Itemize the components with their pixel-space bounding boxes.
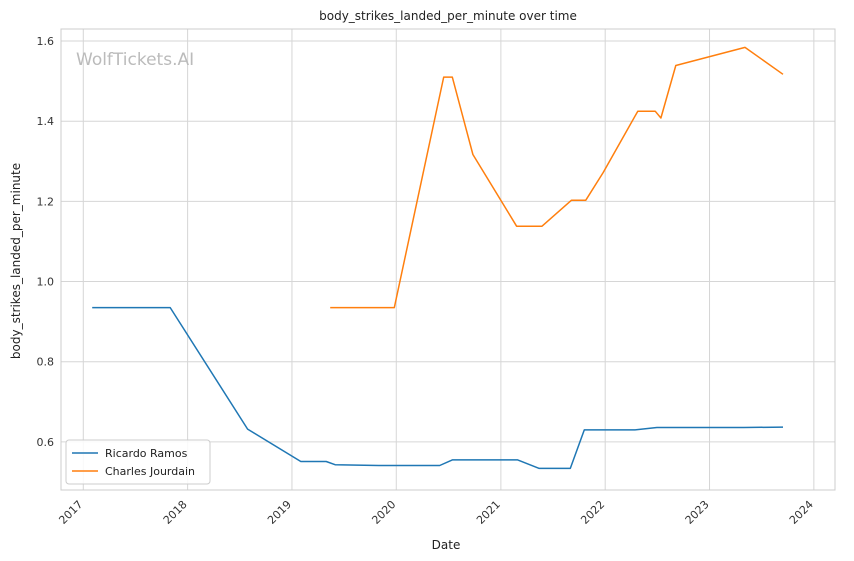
watermark-text: WolfTickets.AI — [76, 50, 194, 70]
y-tick-label: 1.2 — [37, 195, 55, 208]
y-tick-label: 1.4 — [37, 115, 55, 128]
y-tick-label: 1.6 — [37, 35, 55, 48]
legend-label-0: Ricardo Ramos — [105, 447, 188, 460]
legend-label-1: Charles Jourdain — [105, 465, 195, 478]
y-gridlines — [61, 40, 835, 443]
x-axis-title: Date — [432, 538, 461, 552]
x-tick-label: 2022 — [578, 498, 607, 527]
x-tick-label: 2021 — [474, 498, 503, 527]
y-tick-labels: 0.6 0.8 1.0 1.2 1.4 1.6 — [37, 35, 55, 449]
y-tick-label: 0.6 — [37, 436, 55, 449]
x-gridlines — [82, 29, 815, 490]
plot-area-frame — [60, 28, 836, 491]
legend: Ricardo Ramos Charles Jourdain — [65, 439, 211, 485]
x-tick-label: 2024 — [787, 498, 816, 527]
legend-box — [65, 439, 211, 485]
y-tick-label: 1.0 — [37, 276, 55, 289]
series-lines — [92, 46, 784, 470]
x-tick-label: 2017 — [56, 498, 85, 527]
x-tick-label: 2023 — [683, 498, 712, 527]
y-tick-label: 0.8 — [37, 356, 55, 369]
x-tick-label: 2020 — [369, 498, 398, 527]
y-axis-title: body_strikes_landed_per_minute — [9, 163, 23, 359]
series-line-1 — [330, 46, 784, 309]
x-tick-label: 2019 — [265, 498, 294, 527]
series-line-0 — [92, 306, 784, 470]
chart-title: body_strikes_landed_per_minute over time — [319, 9, 577, 23]
x-tick-label: 2018 — [161, 498, 190, 527]
x-tick-labels: 2017 2018 2019 2020 2021 2022 2023 2024 — [56, 498, 816, 527]
